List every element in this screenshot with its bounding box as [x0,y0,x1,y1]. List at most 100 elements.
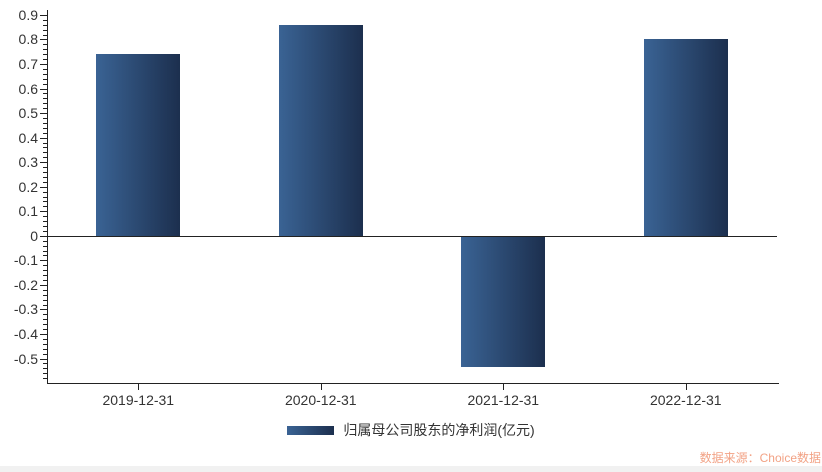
y-axis-minor-tick [43,329,47,330]
x-axis-tick [320,384,322,390]
y-axis-major-tick [40,211,47,213]
y-axis-minor-tick [43,103,47,105]
y-axis-minor-tick [43,132,47,134]
y-axis-minor-tick [43,83,47,85]
y-axis-minor-tick [43,122,47,124]
y-axis-tick-label: -0.1 [13,252,38,269]
y-axis-major-tick [40,88,47,90]
y-axis-minor-tick [43,196,47,198]
y-axis-minor-tick [43,127,47,129]
legend-label: 归属母公司股东的净利润(亿元) [343,422,535,438]
y-axis-minor-tick [43,78,47,80]
x-axis-tick-label: 2021-12-31 [467,392,540,408]
y-axis-major-tick [40,260,47,262]
y-axis-minor-tick [43,221,47,222]
x-axis-line [47,383,779,384]
y-axis-major-tick [40,137,47,139]
y-axis-minor-tick [43,338,47,340]
y-axis-minor-tick [43,353,47,355]
x-axis-tick [503,384,505,390]
y-axis-minor-tick [43,368,47,370]
bar-2022-12-31[interactable] [643,39,728,236]
y-axis-major-tick [40,309,47,311]
y-axis-tick-label: 0.7 [18,56,38,72]
y-axis-minor-tick [43,250,47,252]
y-axis-line [47,10,48,383]
x-axis-tick-label: 2020-12-31 [284,392,357,408]
legend-swatch [287,425,335,435]
x-axis-tick [138,384,140,390]
y-axis-major-tick [40,14,47,16]
y-axis-minor-tick [43,167,47,169]
bar-2019-12-31[interactable] [96,54,181,236]
y-axis-minor-tick [43,240,47,242]
y-axis-major-tick [40,235,47,237]
zero-baseline [47,235,777,237]
y-axis-minor-tick [43,59,47,61]
y-axis-major-tick [40,39,47,41]
data-source-note: 数据来源：Choice数据 [699,451,821,465]
y-axis-minor-tick [43,225,47,227]
y-axis-major-tick [40,113,47,115]
y-axis-minor-tick [43,191,47,193]
y-axis-minor-tick [43,299,47,301]
y-axis-tick-label: 0.3 [18,154,38,171]
y-axis-major-tick [40,358,47,360]
y-axis-tick-label: 0.9 [18,6,38,23]
y-axis-minor-tick [43,68,47,70]
bar-2021-12-31[interactable] [461,236,546,367]
y-axis-minor-tick [43,49,47,51]
y-axis-minor-tick [43,255,47,257]
y-axis-minor-tick [43,230,47,232]
y-axis-minor-tick [43,314,47,316]
y-axis-minor-tick [43,373,47,375]
horizontal-scrollbar[interactable] [0,466,822,472]
chart-legend[interactable]: 归属母公司股东的净利润(亿元) [0,420,822,440]
y-axis-minor-tick [43,319,47,321]
y-axis-minor-tick [43,324,47,326]
y-axis-minor-tick [43,378,47,380]
y-axis-tick-label: 0.5 [18,105,38,122]
y-axis-minor-tick [43,206,47,208]
y-axis-major-tick [40,333,47,335]
y-axis-minor-tick [43,348,47,350]
y-axis-minor-tick [43,201,47,203]
y-axis-major-tick [40,284,47,286]
y-axis-minor-tick [43,19,47,21]
y-axis-minor-tick [43,289,47,291]
y-axis-minor-tick [43,270,47,272]
y-axis-minor-tick [43,34,47,36]
y-axis-minor-tick [43,73,47,75]
y-axis-minor-tick [43,275,47,276]
y-axis-minor-tick [43,44,47,46]
y-axis-tick-label: 0.4 [18,129,38,146]
y-axis-minor-tick [43,181,47,183]
y-axis-minor-tick [43,343,47,345]
y-axis-minor-tick [43,108,47,110]
y-axis-minor-tick [43,172,47,173]
y-axis-minor-tick [43,245,47,247]
y-axis-minor-tick [43,118,47,119]
x-axis-tick-label: 2019-12-31 [102,392,175,408]
y-axis-tick-label: -0.4 [13,325,38,342]
y-axis-minor-tick [43,147,47,149]
y-axis-minor-tick [43,98,47,100]
bar-2020-12-31[interactable] [278,24,363,236]
y-axis-major-tick [40,186,47,188]
y-axis-minor-tick [43,216,47,218]
y-axis-tick-label: 0.8 [18,31,38,48]
y-axis-minor-tick [43,279,47,281]
y-axis-minor-tick [43,294,47,296]
y-axis-minor-tick [43,265,47,267]
y-axis-tick-label: 0.6 [18,80,38,97]
y-axis-minor-tick [43,363,47,365]
y-axis-minor-tick [43,304,47,306]
x-axis-tick-label: 2022-12-31 [649,392,722,408]
y-axis-minor-tick [43,93,47,95]
y-axis-tick-label: 0.1 [18,203,38,220]
y-axis-minor-tick [43,152,47,154]
y-axis-major-tick [40,64,47,65]
y-axis-minor-tick [43,176,47,178]
